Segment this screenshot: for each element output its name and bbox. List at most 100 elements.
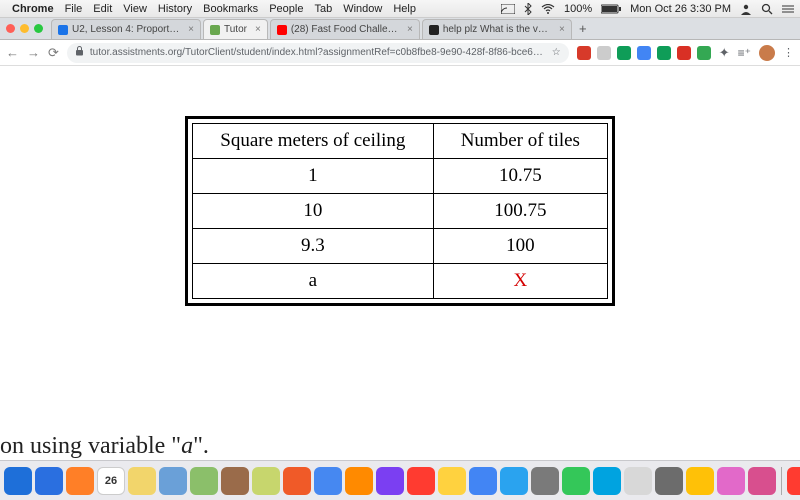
favicon [277,25,287,35]
user-icon[interactable] [740,3,752,15]
cast-icon[interactable] [501,4,515,14]
menu-item[interactable]: Window [343,3,382,15]
control-center-icon[interactable] [782,4,794,14]
forward-button[interactable]: → [27,45,40,60]
profile-avatar[interactable] [759,45,775,61]
tab-label: Tutor [224,24,247,35]
mac-menubar: Chrome File Edit View History Bookmarks Peopl… [0,0,800,18]
dock-app-icon[interactable] [252,467,280,495]
browser-tab[interactable]: U2, Lesson 4: Proportional Re × [51,19,201,39]
dock-app-icon[interactable] [624,467,652,495]
table-row: aX [193,264,608,299]
dock-app-icon[interactable] [376,467,404,495]
table-cell: 10 [193,194,434,229]
browser-tab[interactable]: help plz What is the value of t × [422,19,572,39]
browser-tabstrip: U2, Lesson 4: Proportional Re×Tutor×(28)… [0,18,800,40]
extension-icon[interactable] [617,46,631,60]
extension-icon[interactable] [597,46,611,60]
mac-dock: 26 [0,460,800,500]
dock-app-icon[interactable] [562,467,590,495]
dock-app-icon[interactable] [190,467,218,495]
wifi-icon[interactable] [541,4,555,14]
menu-item[interactable]: History [158,3,192,15]
window-controls[interactable] [6,24,43,33]
table-row: 110.75 [193,159,608,194]
dock-app-icon[interactable]: 26 [97,467,125,495]
dock-app-icon[interactable] [593,467,621,495]
dock-app-icon[interactable] [748,467,776,495]
minimize-window[interactable] [20,24,29,33]
dock-app-icon[interactable] [4,467,32,495]
dock-app-icon[interactable] [438,467,466,495]
close-tab-icon[interactable]: × [255,24,261,35]
dock-separator [781,467,782,495]
dock-app-icon[interactable] [500,467,528,495]
close-tab-icon[interactable]: × [407,24,413,35]
dock-app-icon[interactable] [283,467,311,495]
extension-icon[interactable] [657,46,671,60]
extension-icon[interactable] [577,46,591,60]
question-text: on using variable "a". [0,433,209,460]
close-window[interactable] [6,24,15,33]
dock-app-icon[interactable] [717,467,745,495]
menu-item[interactable]: Tab [314,3,332,15]
extension-icon[interactable] [677,46,691,60]
browser-menu-icon[interactable]: ⋮ [783,46,794,59]
reload-button[interactable]: ⟳ [48,45,59,61]
table-cell: 10.75 [433,159,607,194]
address-bar[interactable]: tutor.assistments.org/TutorClient/studen… [67,43,569,63]
bluetooth-icon[interactable] [524,3,532,15]
favicon [429,25,439,35]
menu-item[interactable]: File [65,3,83,15]
extensions-puzzle-icon[interactable]: ✦ [719,45,730,61]
dock-app-icon[interactable] [35,467,63,495]
table-row: 10100.75 [193,194,608,229]
dock-app-icon[interactable] [531,467,559,495]
dock-app-icon[interactable] [159,467,187,495]
menu-item[interactable]: People [269,3,303,15]
dock-app-icon[interactable] [469,467,497,495]
menu-item[interactable]: View [123,3,147,15]
back-button[interactable]: ← [6,45,19,60]
maximize-window[interactable] [34,24,43,33]
dock-app-icon[interactable] [128,467,156,495]
browser-toolbar: ← → ⟳ tutor.assistments.org/TutorClient/… [0,40,800,66]
close-tab-icon[interactable]: × [559,24,565,35]
browser-tab[interactable]: Tutor × [203,19,268,39]
battery-icon[interactable] [601,4,621,14]
menu-item[interactable]: Edit [93,3,112,15]
table-cell: 1 [193,159,434,194]
dock-app-icon[interactable] [787,467,800,495]
url-text: tutor.assistments.org/TutorClient/studen… [90,47,546,58]
tab-label: (28) Fast Food Challenge [291,24,399,35]
dock-app-icon[interactable] [314,467,342,495]
table-cell: 100 [433,229,607,264]
new-tab-button[interactable]: + [574,21,592,36]
tab-label: help plz What is the value of t [443,24,551,35]
menu-item[interactable]: Bookmarks [203,3,258,15]
reading-list-icon[interactable]: ≡⁺ [738,46,751,60]
dock-app-icon[interactable] [221,467,249,495]
spotlight-icon[interactable] [761,3,773,15]
extension-icon[interactable] [637,46,651,60]
table-cell: 9.3 [193,229,434,264]
lock-icon [75,46,84,59]
extension-icon[interactable] [697,46,711,60]
dock-app-icon[interactable] [655,467,683,495]
battery-percent: 100% [564,3,592,15]
browser-tab[interactable]: (28) Fast Food Challenge × [270,19,420,39]
tab-label: U2, Lesson 4: Proportional Re [72,24,180,35]
page-content: Square meters of ceiling Number of tiles… [0,66,800,460]
data-table-frame: Square meters of ceiling Number of tiles… [185,116,615,306]
dock-app-icon[interactable] [686,467,714,495]
favicon [210,25,220,35]
calendar-day: 26 [105,475,117,487]
close-tab-icon[interactable]: × [188,24,194,35]
bookmark-star-icon[interactable]: ☆ [552,47,561,58]
dock-app-icon[interactable] [407,467,435,495]
app-menu[interactable]: Chrome [12,3,54,15]
dock-app-icon[interactable] [66,467,94,495]
clock[interactable]: Mon Oct 26 3:30 PM [630,3,731,15]
menu-item[interactable]: Help [393,3,416,15]
dock-app-icon[interactable] [345,467,373,495]
